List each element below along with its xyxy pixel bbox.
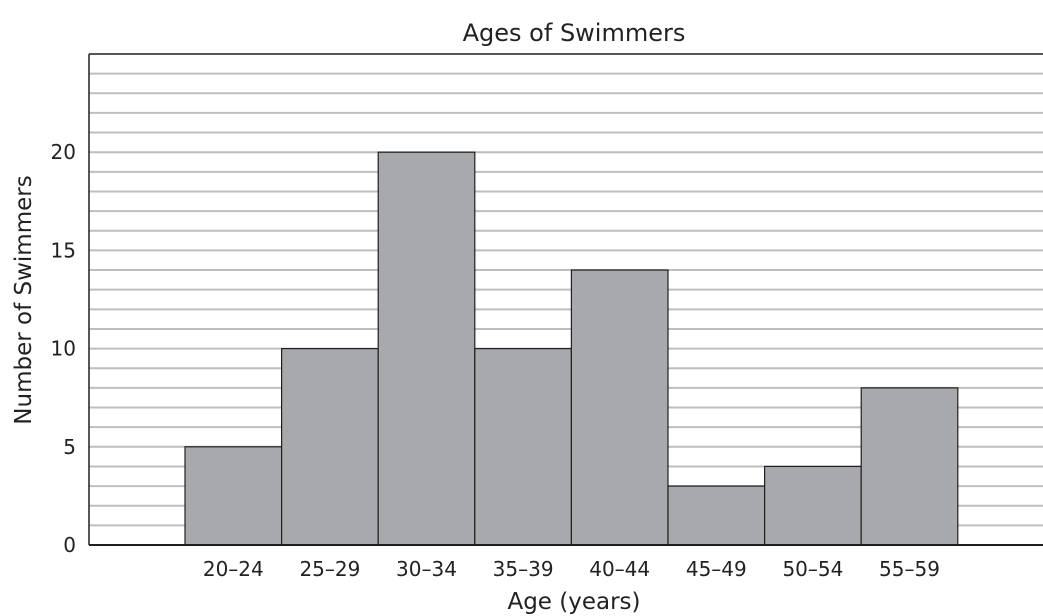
y-tick-label: 10 bbox=[51, 337, 76, 361]
y-axis-label: Number of Swimmers bbox=[11, 175, 37, 424]
bar-50–54 bbox=[763, 465, 862, 546]
x-axis-label: Age (years) bbox=[507, 589, 640, 615]
bars bbox=[184, 151, 959, 546]
y-tick-label: 15 bbox=[51, 238, 76, 262]
x-tick-label: 45–49 bbox=[686, 557, 747, 581]
x-tick-label: 25–29 bbox=[299, 557, 360, 581]
x-tick-label: 30–34 bbox=[396, 557, 457, 581]
x-tick-label: 35–39 bbox=[493, 557, 554, 581]
x-tick-label: 20–24 bbox=[203, 557, 264, 581]
bar-30–34 bbox=[377, 151, 476, 546]
x-tick-label: 40–44 bbox=[589, 557, 650, 581]
y-tick-label: 5 bbox=[63, 435, 76, 459]
bar-45–49 bbox=[667, 485, 766, 546]
bar-40–44 bbox=[570, 269, 669, 546]
y-tick-labels: 0 5 10 15 20 bbox=[51, 140, 76, 557]
grid-lines bbox=[89, 72, 1043, 527]
x-tick-label: 50–54 bbox=[782, 557, 843, 581]
chart-title: Ages of Swimmers bbox=[463, 19, 686, 47]
bar-20–24 bbox=[184, 446, 283, 546]
plot-frame bbox=[88, 53, 1043, 546]
bar-25–29 bbox=[281, 348, 379, 546]
y-tick-label: 20 bbox=[51, 140, 76, 164]
bar-35–39 bbox=[474, 348, 572, 546]
y-tick-label: 0 bbox=[63, 533, 76, 557]
x-tick-label: 55–59 bbox=[879, 557, 940, 581]
bar-55–59 bbox=[860, 387, 959, 546]
x-tick-labels: 20–24 25–29 30–34 35–39 40–44 45–49 50–54 55–59 bbox=[203, 557, 940, 581]
